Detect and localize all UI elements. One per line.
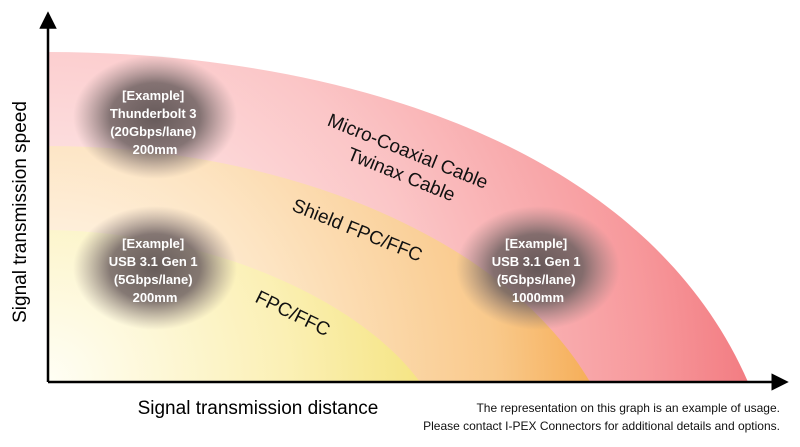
- example-line: 1000mm: [512, 290, 564, 305]
- example-line: 200mm: [133, 290, 178, 305]
- example-line: [Example]: [122, 236, 184, 251]
- example-thunderbolt-text: [Example] Thunderbolt 3 (20Gbps/lane) 20…: [110, 88, 200, 157]
- usage-note-line-2: Please contact I-PEX Connectors for addi…: [423, 419, 780, 433]
- example-usb-200-text: [Example] USB 3.1 Gen 1 (5Gbps/lane) 200…: [109, 236, 202, 305]
- y-axis-title: Signal transmission speed: [10, 101, 31, 323]
- example-line: [Example]: [505, 236, 567, 251]
- example-line: (20Gbps/lane): [110, 124, 196, 139]
- example-line: (5Gbps/lane): [114, 272, 193, 287]
- example-line: 200mm: [133, 142, 178, 157]
- example-line: USB 3.1 Gen 1: [109, 254, 198, 269]
- example-usb-200-blob: [73, 206, 237, 330]
- example-thunderbolt-blob: [73, 55, 237, 179]
- example-line: [Example]: [122, 88, 184, 103]
- example-line: USB 3.1 Gen 1: [492, 254, 581, 269]
- example-line: Thunderbolt 3: [110, 106, 197, 121]
- example-line: (5Gbps/lane): [497, 272, 576, 287]
- example-usb-1000-blob: [456, 206, 620, 330]
- usage-note-line-1: The representation on this graph is an e…: [476, 401, 780, 415]
- x-axis-title: Signal transmission distance: [138, 398, 379, 419]
- example-usb-1000-text: [Example] USB 3.1 Gen 1 (5Gbps/lane) 100…: [492, 236, 585, 305]
